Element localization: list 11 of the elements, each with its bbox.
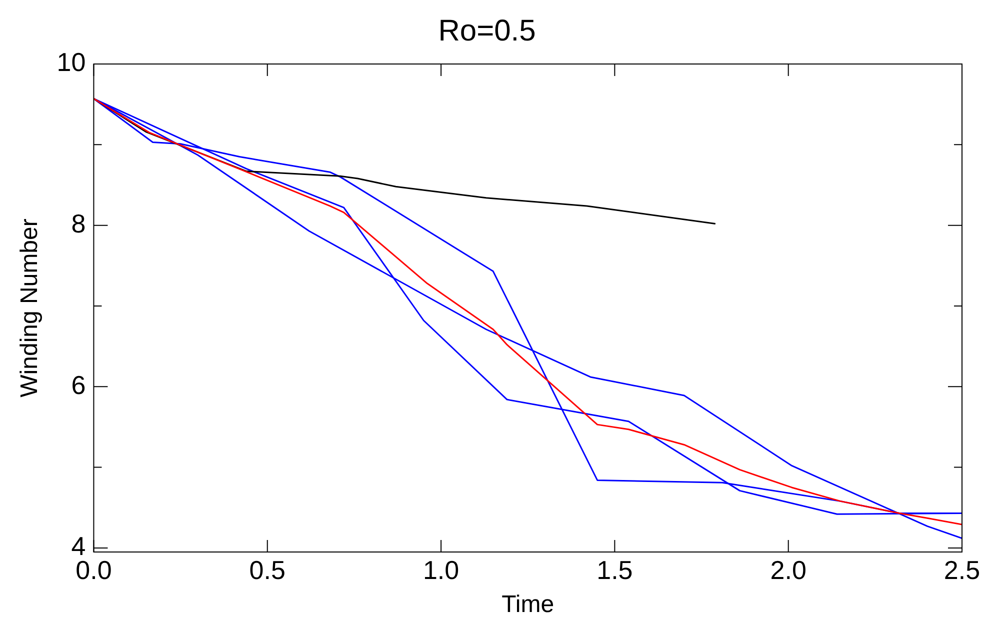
x-tick-label: 1.0	[422, 554, 460, 585]
y-tick-label: 8	[71, 208, 86, 238]
x-tick-label: 0.5	[249, 554, 286, 585]
x-tick-label: 2.0	[770, 554, 806, 585]
y-tick-label: 6	[71, 370, 86, 400]
y-axis-title: Winding Number	[16, 218, 44, 398]
chart-title: Ro=0.5	[438, 14, 536, 48]
x-tick-label: 1.5	[596, 554, 633, 585]
y-tick-label: 10	[56, 47, 86, 78]
x-tick-label: 2.5	[944, 554, 980, 585]
x-axis-title: Time	[502, 591, 554, 618]
